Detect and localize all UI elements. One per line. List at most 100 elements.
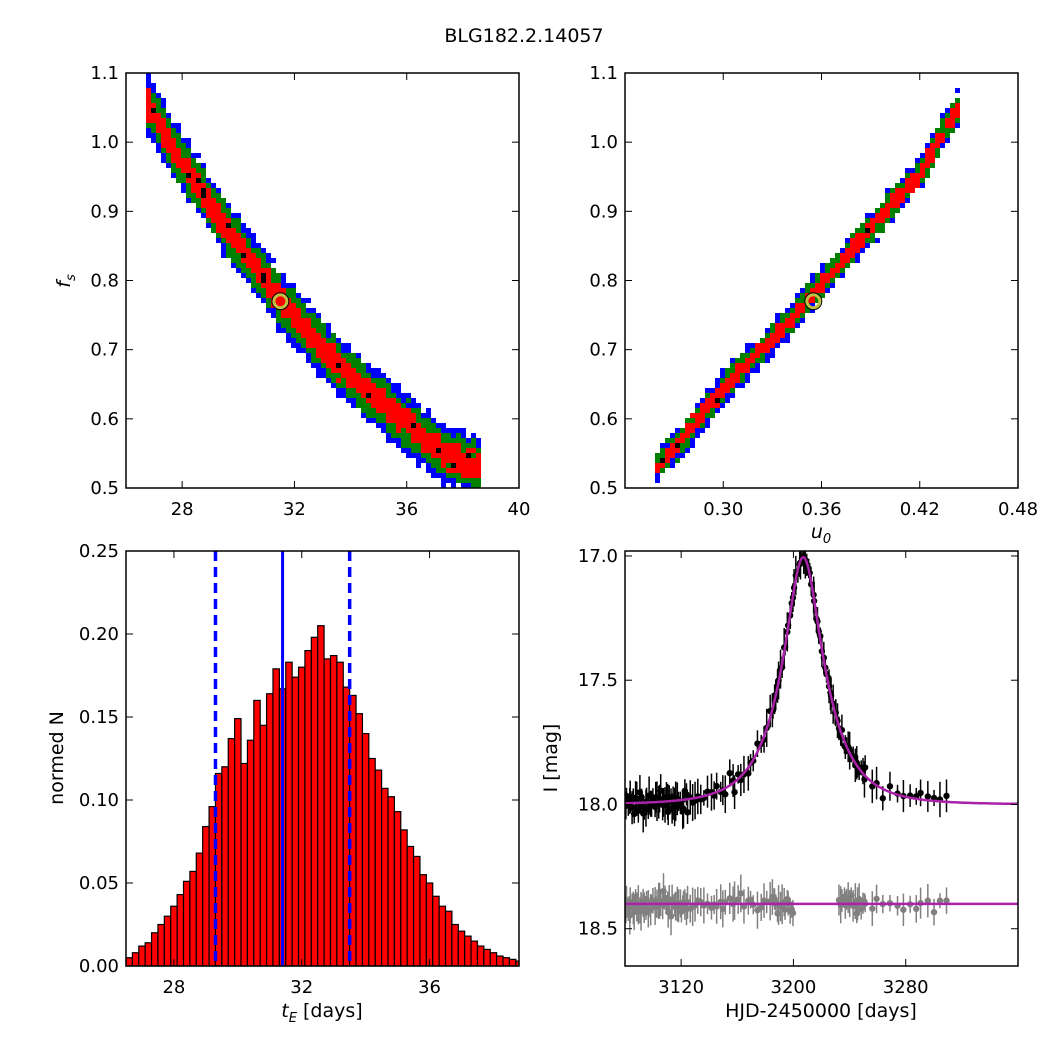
heatmap-cell — [326, 343, 331, 348]
heatmap-cell — [276, 273, 281, 278]
heatmap-cell — [745, 368, 750, 373]
heatmap-cell — [406, 393, 411, 398]
heatmap-cell — [401, 443, 406, 448]
heatmap-cell — [151, 93, 156, 98]
heatmap-cell — [655, 463, 660, 468]
heatmap-cell — [670, 463, 675, 468]
heatmap-cell — [875, 228, 880, 233]
heatmap-cell — [311, 353, 316, 358]
heatmap-cell — [875, 218, 880, 223]
heatmap-cell — [316, 348, 321, 353]
heatmap-cell — [336, 363, 341, 368]
data-point-secondary — [734, 896, 742, 903]
heatmap-cell — [955, 98, 960, 103]
heatmap-cell — [291, 323, 296, 328]
heatmap-cell — [770, 338, 775, 343]
heatmap-cell — [161, 98, 166, 103]
heatmap-cell — [695, 408, 700, 413]
axis-ticks: 0.30 0.36 0.42 0.48 0.5 0.6 0.7 0.8 0.9 1.0 1.1 — [589, 63, 1038, 520]
heatmap-cell — [236, 233, 241, 238]
heatmap-cell — [451, 433, 456, 438]
heatmap-cell — [261, 263, 266, 268]
heatmap-cell — [456, 438, 461, 443]
heatmap-cell — [775, 338, 780, 343]
heatmap-cell — [705, 423, 710, 428]
histogram-bar — [355, 713, 364, 967]
heatmap-cell — [401, 403, 406, 408]
heatmap-cell — [690, 423, 695, 428]
heatmap-cell — [745, 363, 750, 368]
heatmap-cell — [820, 268, 825, 273]
heatmap-cell — [950, 113, 955, 118]
y-tick-label: 17.0 — [578, 546, 618, 567]
heatmap-cell — [211, 213, 216, 218]
heatmap-cell — [476, 473, 481, 478]
heatmap-cell — [356, 403, 361, 408]
heatmap-cell — [366, 388, 371, 393]
heatmap-cell — [730, 368, 735, 373]
heatmap-cell — [685, 438, 690, 443]
heatmap-cell — [431, 443, 436, 448]
x-axis-label: HJD-2450000 [days] — [725, 1000, 917, 1022]
heatmap-cell — [476, 448, 481, 453]
heatmap-cell — [366, 378, 371, 383]
heatmap-cell — [161, 138, 166, 143]
heatmap-cell — [705, 398, 710, 403]
heatmap-cell — [201, 208, 206, 213]
heatmap-cell — [366, 398, 371, 403]
heatmap-cell — [286, 288, 291, 293]
heatmap-cell — [401, 413, 406, 418]
y-tick-label: 0.8 — [90, 271, 119, 292]
heatmap-cell — [306, 323, 311, 328]
heatmap-cell — [885, 193, 890, 198]
y-tick-label: 0.10 — [79, 790, 119, 811]
heatmap-cell — [935, 138, 940, 143]
heatmap-cell — [176, 153, 181, 158]
heatmap-cell — [266, 253, 271, 258]
heatmap-cell — [186, 193, 191, 198]
heatmap-cell — [955, 123, 960, 128]
heatmap-cell — [865, 223, 870, 228]
heatmap-cell — [276, 303, 281, 308]
heatmap-cell — [775, 343, 780, 348]
heatmap-cell — [186, 158, 191, 163]
histogram-bar — [496, 955, 504, 967]
heatmap-cell — [306, 353, 311, 358]
heatmap-cell — [281, 308, 286, 313]
heatmap-cell — [396, 428, 401, 433]
histogram-bar — [246, 739, 255, 967]
heatmap-cell — [466, 458, 471, 463]
heatmap-cell — [705, 393, 710, 398]
heatmap-cell — [241, 233, 246, 238]
heatmap-cell — [381, 393, 386, 398]
heatmap-cell — [211, 228, 216, 233]
heatmap-cell — [715, 383, 720, 388]
heatmap-cell — [361, 403, 366, 408]
heatmap-cell — [396, 398, 401, 403]
heatmap-cell — [855, 238, 860, 243]
heatmap-cell — [950, 103, 955, 108]
heatmap-cell — [865, 228, 870, 233]
heatmap-cell — [201, 183, 206, 188]
heatmap-cell — [341, 373, 346, 378]
heatmap-cell — [730, 363, 735, 368]
heatmap-cell — [316, 358, 321, 363]
heatmap-cell — [905, 168, 910, 173]
heatmap-cell — [855, 258, 860, 263]
heatmap-cell — [211, 218, 216, 223]
heatmap-cell — [890, 198, 895, 203]
heatmap-cell — [156, 148, 161, 153]
heatmap-cell — [241, 263, 246, 268]
heatmap-cell — [351, 383, 356, 388]
heatmap-cell — [341, 363, 346, 368]
heatmap-cell — [391, 438, 396, 443]
heatmap-cell — [371, 393, 376, 398]
heatmap-cell — [351, 393, 356, 398]
heatmap-cell — [226, 208, 231, 213]
heatmap-cell — [366, 383, 371, 388]
y-tick-label: 17.5 — [578, 670, 618, 691]
heatmap-cell — [795, 308, 800, 313]
heatmap-cell — [795, 313, 800, 318]
heatmap-cell — [151, 113, 156, 118]
heatmap-cell — [805, 288, 810, 293]
